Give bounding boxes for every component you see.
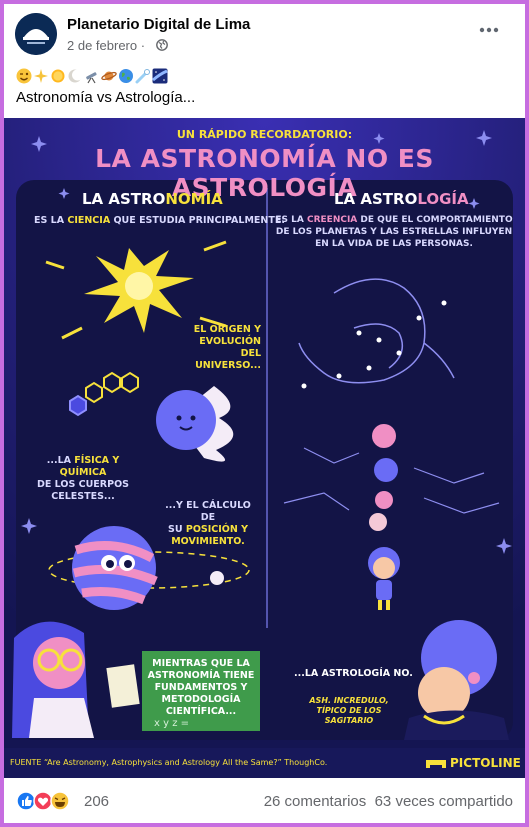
astrology-intro-line-1: ES LA CREENCIA DE QUE EL COMPORTAMIENTO (274, 214, 514, 226)
astronomy-heading: LA ASTRONOMÍA (82, 190, 223, 208)
origin-text: EL ORIGEN Y EVOLUCIÓN DEL UNIVERSO... (179, 324, 261, 372)
facebook-post: Planetario Digital de Lima 2 de febrero … (4, 4, 525, 823)
ringed-planet-icon (101, 68, 117, 84)
page-name[interactable]: Planetario Digital de Lima (67, 16, 251, 33)
astrology-heading-plain: LA ASTRO (334, 190, 418, 208)
remark-line-3: SAGITARIO (324, 716, 374, 725)
haha-icon (50, 791, 70, 811)
remark-text: ASH. INCREDULO, TÍPICO DE LOS SAGITARIO (304, 696, 394, 726)
infographic-title: LA ASTRONOMÍA NO ES ASTROLOGÍA (95, 144, 434, 202)
remark-line-1: ASH. INCREDULO, (309, 696, 389, 705)
post-stats: 26 comentarios 63 veces compartido (264, 793, 513, 810)
physics-line-1: ...LA FÍSICA Y QUÍMICA (24, 455, 142, 479)
physics-b: Y (112, 455, 120, 466)
physics-accent-1: FÍSICA (74, 455, 110, 466)
astronomy-heading-accent: NOMÍA (165, 190, 223, 208)
board-line-4: METODOLOGÍA (161, 694, 241, 705)
svg-text:x y z =: x y z = (154, 718, 189, 729)
big-bang-illustration (45, 240, 227, 340)
telescope-icon (84, 68, 100, 84)
infographic-kicker: UN RÁPIDO RECORDATORIO: (176, 128, 353, 141)
sparkles-icon (33, 68, 49, 84)
infographic-image[interactable]: x y z = UN RÁPIDO RECORDATORIO: LA ASTRO… (4, 118, 525, 778)
astronomy-intro: ES LA CIENCIA QUE ESTUDIA PRINCIPALMENTE… (34, 215, 285, 226)
calc-line-2-accent: POSICIÓN (185, 524, 238, 535)
reaction-count[interactable]: 206 (84, 793, 110, 810)
post-footer: 206 26 comentarios 63 veces compartido (4, 778, 525, 823)
board-line-3: FUNDAMENTOS Y (154, 682, 248, 693)
remark-line-2: TÍPICO DE LOS (316, 706, 382, 715)
shares-link[interactable]: 63 veces compartido (374, 793, 513, 810)
earth-globe-icon (118, 68, 134, 84)
astrology-intro-accent: CREENCIA (306, 215, 358, 225)
origin-line-1: EL ORIGEN Y (193, 324, 261, 335)
astrology-intro: ES LA CREENCIA DE QUE EL COMPORTAMIENTO … (274, 214, 514, 250)
pictoline-brand: PICTOLINE (450, 756, 521, 770)
origin-line-2: EVOLUCIÓN DEL (199, 336, 261, 359)
page-avatar[interactable] (15, 13, 57, 55)
crescent-moon-icon (67, 68, 83, 84)
board-line-2: ASTRONOMÍA TIENE (147, 670, 255, 681)
planetarium-logo-icon (15, 13, 57, 55)
physics-accent-2: QUÍMICA (59, 467, 107, 478)
infographic-artwork: x y z = (4, 118, 525, 778)
calc-text: ...Y EL CÁLCULO DE SU POSICIÓN Y MOVIMIE… (160, 500, 256, 548)
physics-line-3: CELESTES... (51, 491, 115, 502)
astrology-heading-accent: LOGÍA (417, 190, 469, 208)
astrology-intro-line-2: DE LOS PLANETAS Y LAS ESTRELLAS INFLUYEN (275, 227, 513, 237)
physics-text: ...LA FÍSICA Y QUÍMICA DE LOS CUERPOS CE… (24, 455, 142, 503)
smiling-planet-illustration (156, 386, 234, 462)
board-line-1: MIENTRAS QUE LA (152, 658, 250, 669)
physics-line-2: DE LOS CUERPOS (37, 479, 129, 490)
planets-column (369, 424, 398, 531)
source-text: FUENTE “Are Astronomy, Astrophysics and … (10, 758, 328, 767)
astronomy-intro-a: ES LA (34, 215, 65, 226)
astrology-heading: LA ASTROLOGÍA (334, 190, 469, 208)
board-text: MIENTRAS QUE LA ASTRONOMÍA TIENE FUNDAME… (144, 658, 258, 718)
post-caption: Astronomía vs Astrología... (16, 89, 196, 106)
emoji-row (16, 68, 168, 86)
astronomy-intro-b: QUE ESTUDIA PRINCIPALMENTE: (113, 215, 286, 226)
astronomy-heading-plain: LA ASTRO (82, 190, 166, 208)
calc-line-1: ...Y EL CÁLCULO DE (165, 500, 251, 523)
milky-way-icon (152, 68, 168, 84)
calc-line-2: SU POSICIÓN Y (160, 524, 256, 536)
date-separator: · (140, 38, 146, 53)
calc-line-3: MOVIMIENTO. (171, 536, 245, 547)
like-icon (16, 791, 36, 811)
love-icon (33, 791, 53, 811)
calc-line-2-b: Y (241, 524, 249, 535)
comet-icon (135, 68, 151, 84)
astrologer-illustration (404, 620, 509, 740)
astrology-intro-b: DE QUE EL COMPORTAMIENTO (360, 215, 513, 225)
child-illustration (368, 547, 400, 610)
scorpio-constellation (298, 278, 455, 384)
astrology-intro-a: ES LA (275, 215, 304, 225)
astronomy-intro-accent: CIENCIA (67, 215, 111, 226)
astrology-no-text: ...LA ASTROLOGÍA NO. (294, 668, 413, 679)
public-globe-icon (156, 39, 168, 51)
comments-link[interactable]: 26 comentarios (263, 793, 367, 810)
astrology-intro-line-3: EN LA VIDA DE LAS PERSONAS. (315, 239, 473, 249)
origin-line-3: UNIVERSO... (195, 360, 261, 371)
calc-line-2-a: SU (167, 524, 183, 535)
pictoline-cat-icon (426, 760, 446, 768)
sun-icon (50, 68, 66, 84)
board-line-5: CIENTÍFICA... (165, 706, 237, 717)
scientist-illustration (12, 621, 140, 738)
striped-planet-illustration (48, 526, 250, 610)
post-date-text[interactable]: 2 de febrero (67, 38, 138, 53)
more-options-icon[interactable] (477, 22, 501, 38)
physics-a: ...LA (46, 455, 71, 466)
post-header: Planetario Digital de Lima 2 de febrero … (4, 4, 525, 64)
reactions-summary[interactable] (16, 791, 76, 811)
post-date[interactable]: 2 de febrero · (67, 38, 145, 53)
wink-face-icon (16, 68, 32, 84)
